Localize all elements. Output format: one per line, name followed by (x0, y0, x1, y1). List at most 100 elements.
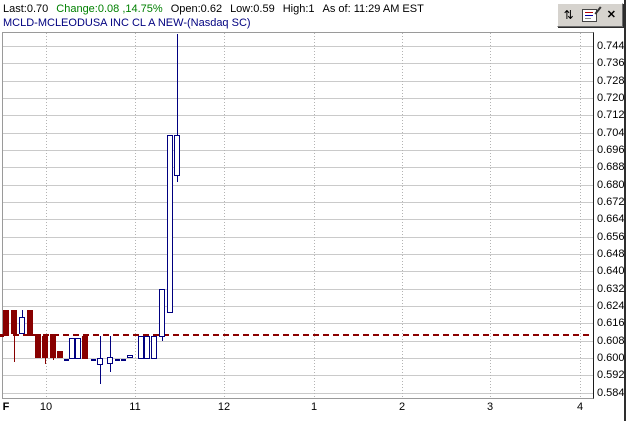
properties-icon (582, 5, 603, 22)
gridline-v (490, 33, 491, 398)
high-price: High:1 (282, 3, 315, 15)
window-right-edge (624, 0, 626, 421)
gridline-h (3, 167, 593, 168)
candle-wick (110, 336, 111, 372)
y-axis-label: 0.656 (597, 231, 625, 243)
as-of-time: As of: 11:29 AM EST (322, 3, 424, 15)
x-axis-label: 2 (398, 401, 406, 413)
gridline-v (135, 33, 136, 398)
y-axis: 0.744 0.736 0.728 0.720 0.712 0.704 0.696 0.688… (597, 32, 628, 399)
doji-candle (91, 359, 96, 361)
y-axis-label: 0.664 (597, 213, 625, 225)
y-axis-label: 0.712 (597, 109, 625, 121)
candle-body (19, 317, 25, 334)
candle-wick (177, 34, 178, 182)
gridline-h (3, 289, 593, 290)
candle-body (27, 310, 33, 336)
candle-body (69, 338, 75, 359)
gridline-v (224, 33, 225, 398)
y-axis-label: 0.624 (597, 300, 625, 312)
quote-header: Last:0.70 Change:0.08 ,14.75% Open:0.62 Low… (3, 3, 432, 15)
change-value: Change:0.08 ,14.75% (56, 3, 163, 15)
gridline-h (3, 358, 593, 359)
candlestick-chart (0, 32, 594, 399)
doji-candle (64, 359, 69, 361)
gridline-h (3, 150, 593, 151)
gridline-h (3, 341, 593, 342)
y-axis-label: 0.584 (597, 387, 625, 399)
candle-body (159, 289, 165, 337)
y-axis-label: 0.680 (597, 179, 625, 191)
gridline-h (3, 63, 593, 64)
x-axis-label: 10 (39, 401, 53, 413)
gridline-v (402, 33, 403, 398)
gridline-h (3, 323, 593, 324)
y-axis-label: 0.728 (597, 75, 625, 87)
gridline-v (46, 33, 47, 398)
y-axis-label: 0.720 (597, 92, 625, 104)
y-axis-label: 0.696 (597, 144, 625, 156)
gridline-h (3, 115, 593, 116)
y-axis-label: 0.736 (597, 57, 625, 69)
gridline-v (314, 33, 315, 398)
gridline-h (3, 271, 593, 272)
gridline-h (3, 375, 593, 376)
properties-button[interactable] (580, 5, 603, 24)
y-axis-label: 0.744 (597, 40, 625, 52)
y-axis-label: 0.592 (597, 369, 625, 381)
gridline-h (3, 306, 593, 307)
doji-candle (115, 359, 120, 361)
y-axis-label: 0.688 (597, 161, 625, 173)
gridline-h (3, 46, 593, 47)
candle-body (57, 351, 63, 358)
gridline-h (3, 219, 593, 220)
candle-wick (14, 310, 15, 362)
candle-body (3, 310, 9, 334)
refresh-button[interactable]: ⇅ (559, 6, 578, 24)
previous-close-line (3, 334, 593, 336)
gridline-h (3, 254, 593, 255)
candle-body (144, 336, 150, 359)
refresh-icon: ⇅ (563, 8, 574, 22)
gridline-h (3, 237, 593, 238)
gridline-h (3, 98, 593, 99)
x-axis-label: 1 (310, 401, 318, 413)
open-price: Open:0.62 (170, 3, 223, 15)
low-price: Low:0.59 (230, 3, 275, 15)
doji-candle (121, 359, 126, 361)
symbol-description: MCLD-MCLEODUSA INC CL A NEW-(Nasdaq SC) (3, 17, 251, 29)
candle-body (167, 135, 173, 313)
close-button[interactable]: ✕ (602, 6, 621, 24)
y-axis-label: 0.640 (597, 265, 625, 277)
candle-body (50, 334, 56, 358)
x-axis-label: 3 (486, 401, 494, 413)
gridline-h (3, 393, 593, 394)
y-axis-label: 0.632 (597, 283, 625, 295)
gridline-h (3, 185, 593, 186)
gridline-v (580, 33, 581, 398)
candle-body (0, 334, 4, 337)
x-axis-label: F (2, 401, 10, 413)
close-icon: ✕ (606, 8, 616, 21)
y-axis-label: 0.600 (597, 352, 625, 364)
x-axis-label: 4 (576, 401, 584, 413)
y-axis-label: 0.672 (597, 196, 625, 208)
candle-body (174, 135, 180, 176)
candle-body (82, 336, 88, 359)
chart-toolbar: ⇅ ✕ (557, 3, 623, 27)
candle-body (97, 358, 103, 365)
y-axis-label: 0.704 (597, 127, 625, 139)
candle-body (42, 336, 48, 358)
x-axis-label: 12 (217, 401, 231, 413)
gridline-h (3, 81, 593, 82)
gridline-h (3, 133, 593, 134)
gridline-h (3, 202, 593, 203)
x-axis-label: 11 (129, 401, 141, 413)
x-axis: F 10 11 12 1 2 3 4 (0, 401, 628, 417)
candle-body (35, 334, 41, 358)
candle-body (127, 355, 133, 358)
candle-body (107, 357, 113, 364)
last-price: Last:0.70 (3, 3, 49, 15)
candle-body (138, 336, 144, 359)
